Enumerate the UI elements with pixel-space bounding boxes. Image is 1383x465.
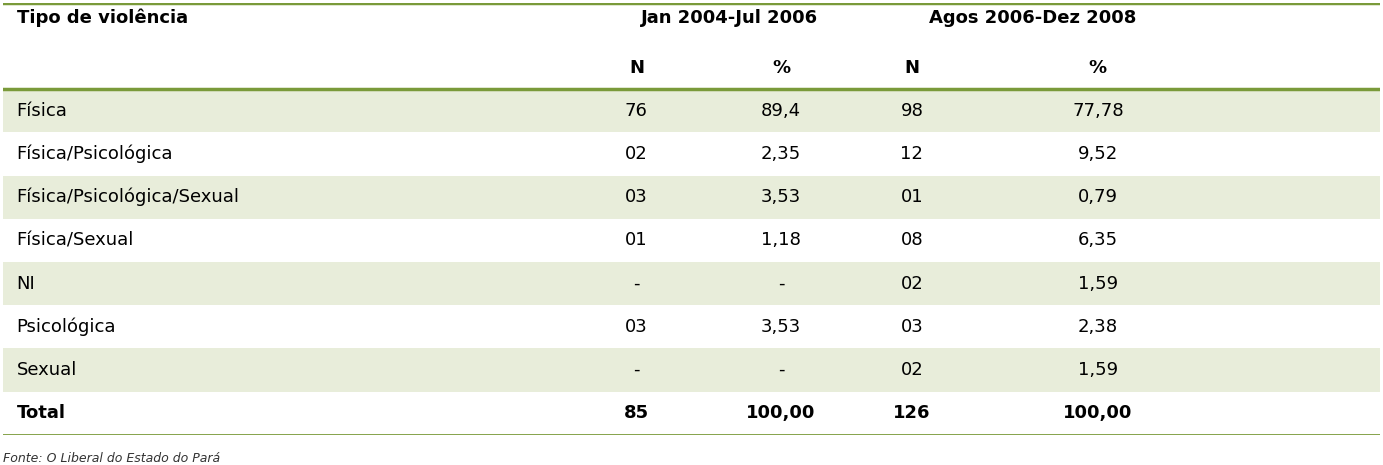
Text: -: - (777, 361, 784, 379)
Text: 1,18: 1,18 (761, 232, 801, 249)
Text: -: - (633, 275, 640, 292)
Text: 126: 126 (893, 404, 931, 422)
Text: -: - (777, 275, 784, 292)
Text: 85: 85 (624, 404, 649, 422)
Text: NI: NI (17, 275, 36, 292)
Text: Física: Física (17, 102, 68, 120)
Text: 100,00: 100,00 (747, 404, 816, 422)
Text: 6,35: 6,35 (1077, 232, 1117, 249)
Text: 03: 03 (900, 318, 924, 336)
Text: 2,35: 2,35 (761, 145, 801, 163)
Bar (3, 348, 1380, 392)
Text: N: N (904, 59, 920, 77)
Text: 98: 98 (900, 102, 924, 120)
Text: 3,53: 3,53 (761, 188, 801, 206)
Text: Jan 2004-Jul 2006: Jan 2004-Jul 2006 (640, 9, 817, 27)
Text: 03: 03 (625, 318, 647, 336)
Text: 12: 12 (900, 145, 924, 163)
Text: Física/Sexual: Física/Sexual (17, 232, 134, 249)
Text: Psicológica: Psicológica (17, 318, 116, 336)
Text: 02: 02 (900, 275, 924, 292)
Text: 2,38: 2,38 (1077, 318, 1117, 336)
Text: %: % (1088, 59, 1106, 77)
Text: 03: 03 (625, 188, 647, 206)
Text: 9,52: 9,52 (1077, 145, 1117, 163)
Text: 02: 02 (900, 361, 924, 379)
Text: 77,78: 77,78 (1072, 102, 1123, 120)
Bar (3, 89, 1380, 133)
Text: Total: Total (17, 404, 65, 422)
Bar (3, 262, 1380, 305)
Text: 08: 08 (900, 232, 924, 249)
Text: 76: 76 (625, 102, 647, 120)
Text: 0,79: 0,79 (1077, 188, 1117, 206)
Text: Agos 2006-Dez 2008: Agos 2006-Dez 2008 (929, 9, 1135, 27)
Text: 1,59: 1,59 (1077, 275, 1117, 292)
Text: 01: 01 (900, 188, 924, 206)
Text: 01: 01 (625, 232, 647, 249)
Text: 1,59: 1,59 (1077, 361, 1117, 379)
Text: 89,4: 89,4 (761, 102, 801, 120)
Text: Fonte: O Liberal do Estado do Pará: Fonte: O Liberal do Estado do Pará (3, 452, 220, 465)
Text: 02: 02 (625, 145, 647, 163)
Text: Física/Psicológica/Sexual: Física/Psicológica/Sexual (17, 188, 239, 206)
Bar (3, 176, 1380, 219)
Text: Física/Psicológica: Física/Psicológica (17, 145, 173, 163)
Text: N: N (629, 59, 644, 77)
Text: 3,53: 3,53 (761, 318, 801, 336)
Text: %: % (772, 59, 790, 77)
Text: -: - (633, 361, 640, 379)
Text: Sexual: Sexual (17, 361, 77, 379)
Text: Tipo de violência: Tipo de violência (17, 9, 188, 27)
Text: 100,00: 100,00 (1064, 404, 1133, 422)
